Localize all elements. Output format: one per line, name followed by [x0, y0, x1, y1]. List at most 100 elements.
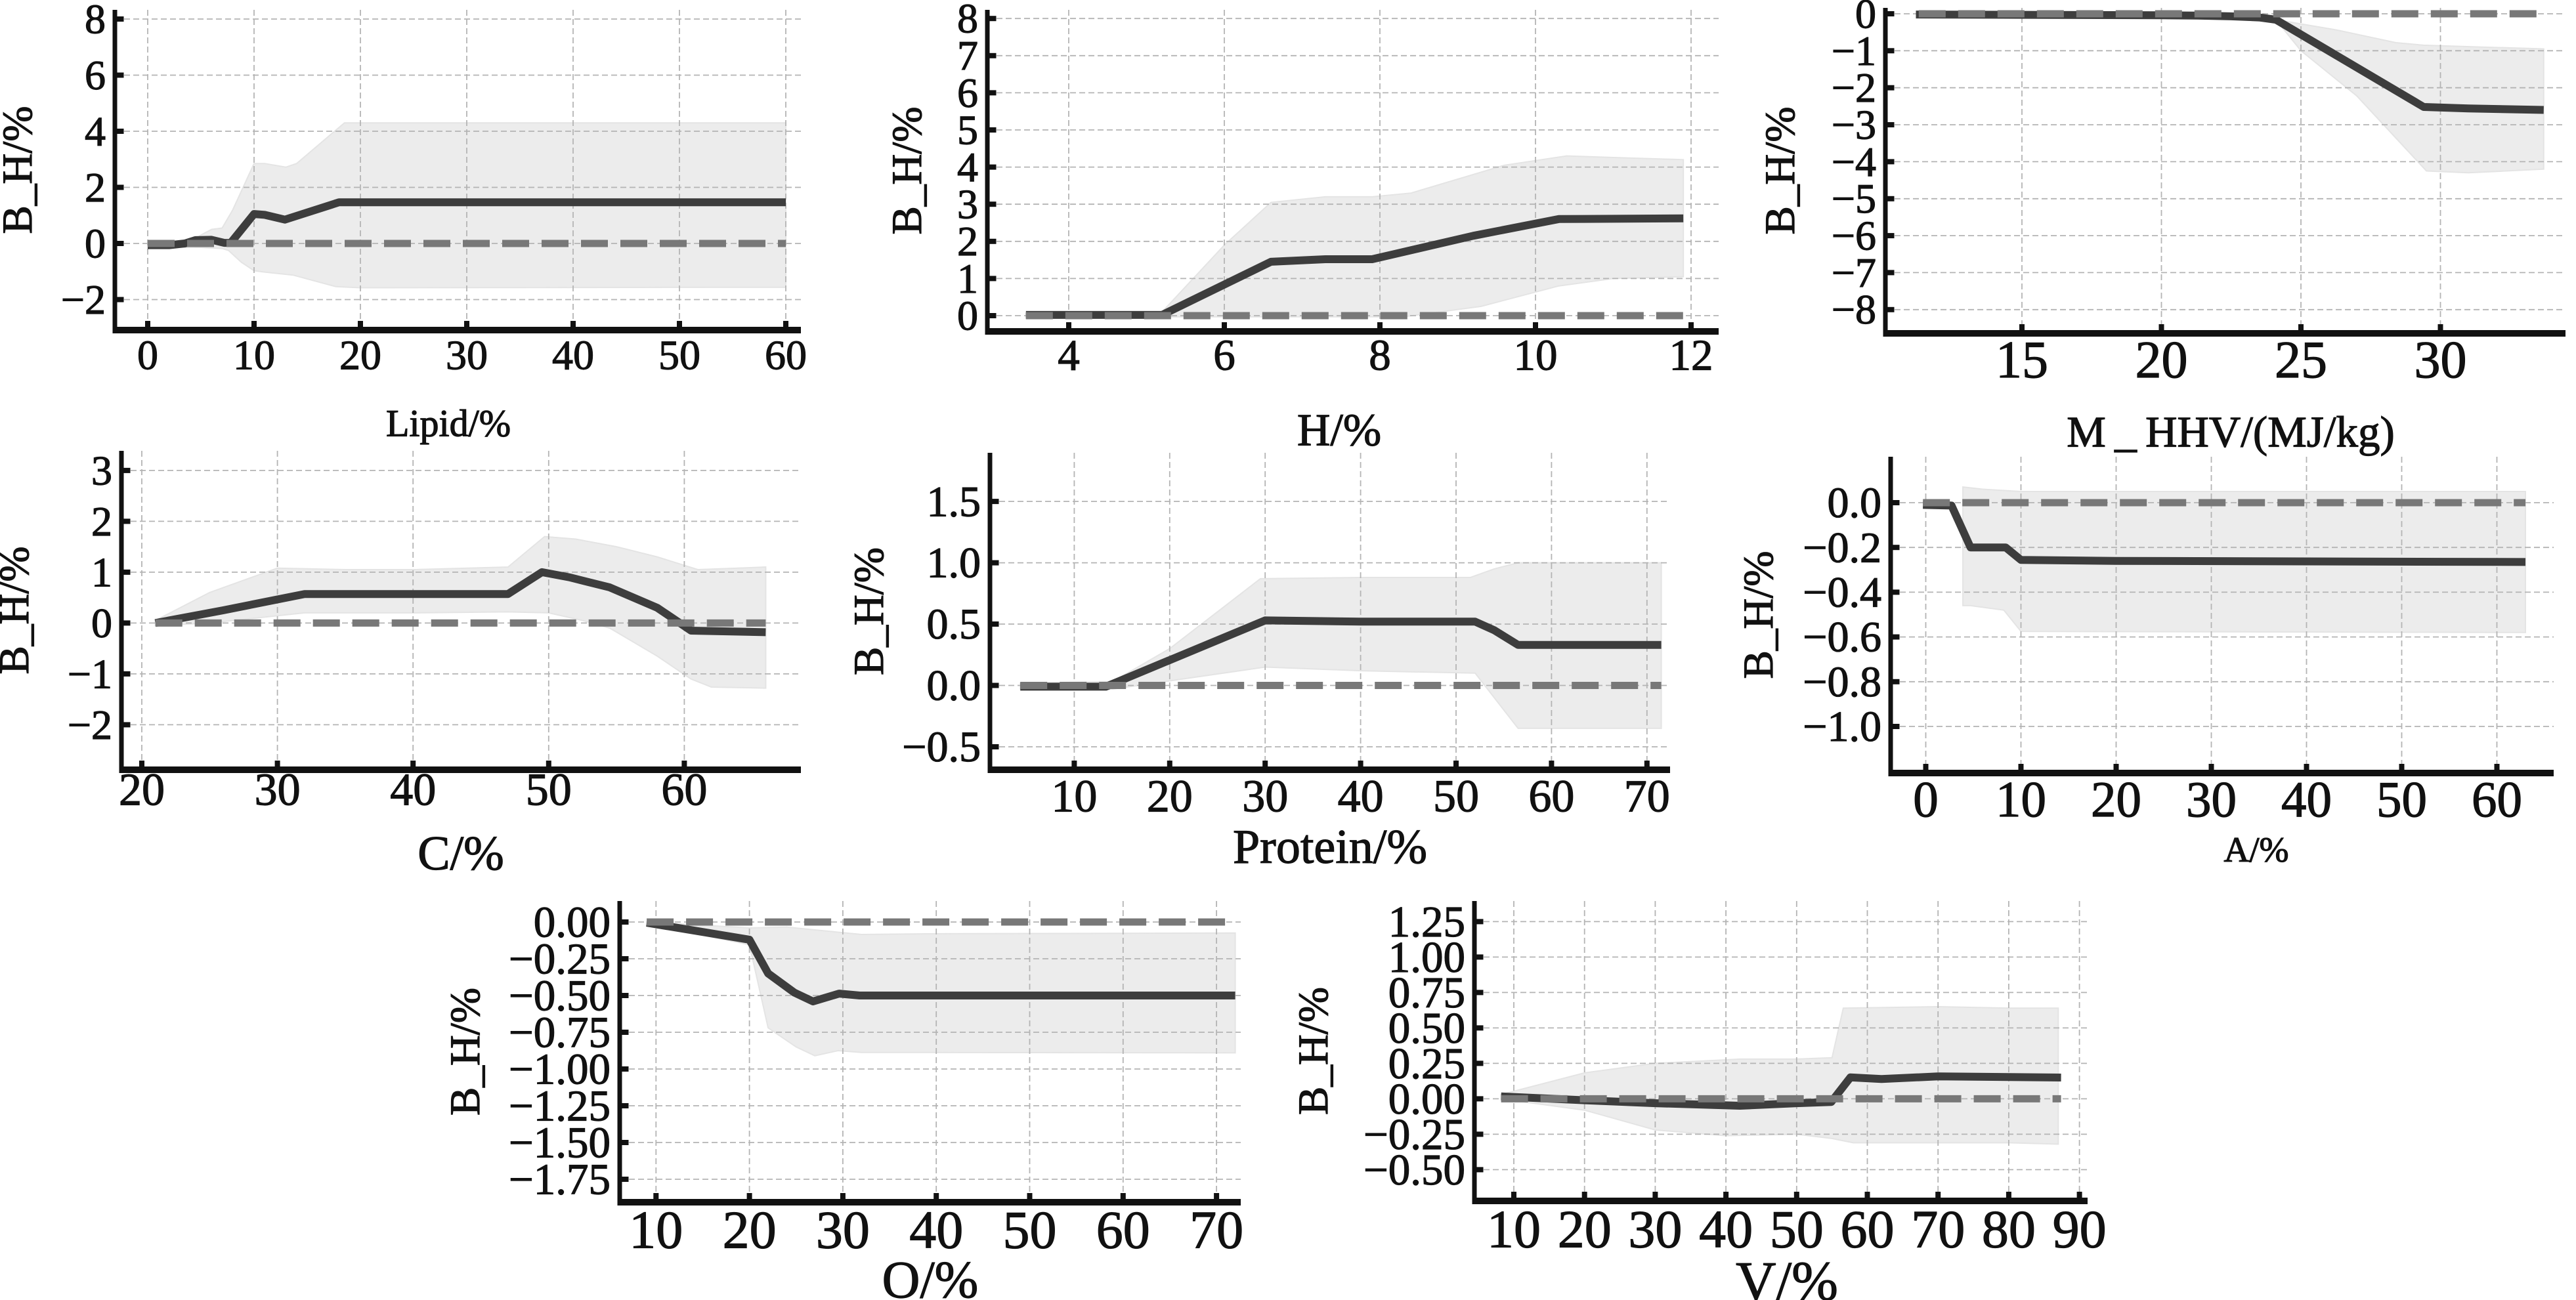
- svg-text:30: 30: [816, 1200, 870, 1260]
- svg-text:−1.00: −1.00: [509, 1045, 611, 1093]
- svg-text:2: 2: [91, 498, 112, 545]
- svg-text:50: 50: [658, 331, 700, 378]
- svg-text:30: 30: [1242, 772, 1288, 822]
- svg-text:−1.25: −1.25: [509, 1081, 611, 1130]
- svg-text:2: 2: [957, 218, 978, 264]
- svg-text:3: 3: [957, 181, 978, 228]
- svg-text:−1: −1: [68, 650, 112, 697]
- svg-text:1.00: 1.00: [1388, 933, 1465, 982]
- svg-text:1: 1: [957, 255, 978, 302]
- svg-text:0.25: 0.25: [1388, 1039, 1465, 1088]
- svg-text:40: 40: [909, 1200, 963, 1260]
- svg-text:−2: −2: [68, 702, 112, 748]
- svg-text:0: 0: [85, 220, 106, 266]
- svg-text:0: 0: [957, 292, 978, 339]
- svg-text:30: 30: [1628, 1200, 1682, 1259]
- svg-text:70: 70: [1911, 1200, 1965, 1259]
- svg-text:−2: −2: [61, 276, 106, 323]
- svg-text:0.5: 0.5: [927, 600, 981, 648]
- svg-text:Protein/%: Protein/%: [1233, 820, 1427, 874]
- svg-text:20: 20: [1558, 1200, 1612, 1259]
- svg-text:20: 20: [339, 331, 381, 378]
- svg-text:50: 50: [1770, 1200, 1824, 1259]
- svg-text:4: 4: [957, 144, 978, 190]
- svg-text:20: 20: [2091, 771, 2141, 828]
- svg-text:A/%: A/%: [2224, 830, 2289, 870]
- svg-text:−0.8: −0.8: [1803, 658, 1881, 706]
- svg-text:−3: −3: [1832, 102, 1876, 148]
- svg-text:50: 50: [1433, 772, 1479, 822]
- svg-text:8: 8: [957, 0, 978, 42]
- svg-text:−5: −5: [1832, 175, 1876, 222]
- svg-text:50: 50: [1003, 1200, 1057, 1260]
- svg-text:−6: −6: [1832, 213, 1876, 259]
- svg-text:0.00: 0.00: [534, 898, 611, 946]
- svg-text:B_H/%: B_H/%: [1735, 551, 1782, 679]
- svg-text:0: 0: [137, 331, 158, 378]
- svg-text:5: 5: [957, 106, 978, 153]
- svg-text:V/%: V/%: [1736, 1251, 1838, 1300]
- svg-text:30: 30: [2415, 331, 2467, 389]
- svg-text:0.50: 0.50: [1388, 1004, 1465, 1053]
- svg-text:8: 8: [1369, 331, 1391, 379]
- svg-text:60: 60: [1096, 1200, 1150, 1260]
- svg-text:50: 50: [526, 765, 572, 816]
- svg-text:20: 20: [2136, 331, 2188, 389]
- svg-text:20: 20: [1147, 772, 1193, 822]
- svg-text:90: 90: [2053, 1200, 2107, 1259]
- svg-text:−2: −2: [1832, 64, 1876, 111]
- svg-text:10: 10: [1487, 1200, 1541, 1259]
- svg-text:−0.2: −0.2: [1803, 524, 1881, 572]
- svg-text:60: 60: [661, 765, 707, 816]
- svg-text:−1.75: −1.75: [509, 1155, 611, 1204]
- svg-text:70: 70: [1190, 1200, 1243, 1260]
- svg-text:20: 20: [723, 1200, 777, 1260]
- svg-text:B_H/%: B_H/%: [442, 988, 489, 1116]
- svg-text:B_H/%: B_H/%: [0, 106, 41, 234]
- svg-text:4: 4: [1058, 331, 1080, 379]
- svg-text:B_H/%: B_H/%: [0, 547, 38, 675]
- svg-text:C/%: C/%: [418, 827, 504, 881]
- svg-text:50: 50: [2376, 771, 2427, 828]
- svg-text:10: 10: [1996, 771, 2046, 828]
- svg-text:−0.50: −0.50: [509, 971, 611, 1020]
- svg-text:1.5: 1.5: [927, 478, 981, 526]
- svg-text:6: 6: [957, 70, 978, 116]
- svg-text:−1.0: −1.0: [1803, 703, 1881, 751]
- svg-text:H/%: H/%: [1297, 406, 1381, 456]
- svg-text:0.75: 0.75: [1388, 969, 1465, 1017]
- svg-text:60: 60: [2472, 771, 2522, 828]
- svg-text:40: 40: [552, 331, 594, 378]
- svg-text:40: 40: [390, 765, 436, 816]
- svg-text:40: 40: [1338, 772, 1384, 822]
- svg-text:70: 70: [1624, 772, 1670, 822]
- svg-text:12: 12: [1669, 331, 1713, 379]
- svg-text:10: 10: [1514, 331, 1558, 379]
- svg-text:4: 4: [85, 108, 106, 154]
- svg-text:10: 10: [1051, 772, 1097, 822]
- svg-text:25: 25: [2275, 331, 2327, 389]
- svg-text:0.0: 0.0: [1828, 479, 1882, 527]
- svg-text:20: 20: [119, 765, 165, 816]
- svg-text:−0.25: −0.25: [1363, 1110, 1465, 1159]
- svg-text:−0.6: −0.6: [1803, 614, 1881, 661]
- svg-text:10: 10: [629, 1200, 683, 1260]
- svg-text:−0.25: −0.25: [509, 934, 611, 983]
- svg-text:−0.5: −0.5: [902, 723, 981, 771]
- svg-text:0.00: 0.00: [1388, 1075, 1465, 1123]
- svg-text:2: 2: [85, 164, 106, 211]
- svg-text:30: 30: [446, 331, 488, 378]
- svg-text:Lipid/%: Lipid/%: [386, 402, 511, 444]
- svg-text:30: 30: [255, 765, 301, 816]
- svg-text:60: 60: [1528, 772, 1574, 822]
- svg-text:8: 8: [85, 0, 106, 42]
- svg-text:60: 60: [1841, 1200, 1895, 1259]
- svg-text:−0.4: −0.4: [1803, 569, 1881, 617]
- svg-text:60: 60: [765, 331, 807, 378]
- svg-text:40: 40: [2281, 771, 2332, 828]
- svg-text:−0.75: −0.75: [509, 1008, 611, 1057]
- svg-text:1.25: 1.25: [1388, 898, 1465, 946]
- svg-text:B_H/%: B_H/%: [1757, 107, 1804, 235]
- svg-text:10: 10: [233, 331, 275, 378]
- svg-text:6: 6: [85, 52, 106, 98]
